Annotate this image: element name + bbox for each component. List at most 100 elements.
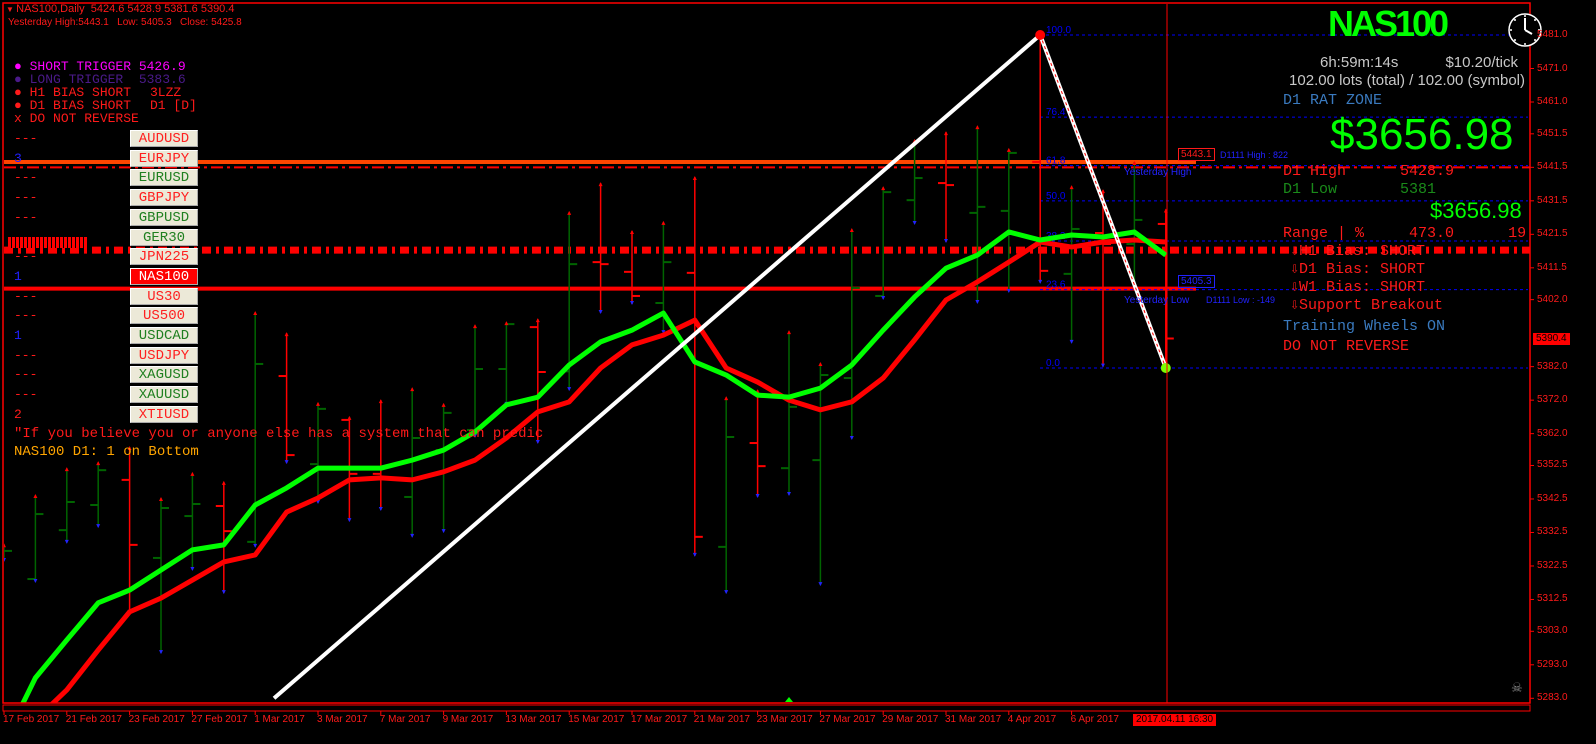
d1-bias: ● D1 BIAS SHORT	[14, 98, 132, 113]
symbol-button-audusd[interactable]: AUDUSD	[130, 130, 198, 147]
dropdown-arrow-icon[interactable]: ▼	[6, 5, 17, 14]
low-marker	[535, 440, 540, 445]
subwindow-frame	[2, 704, 1531, 712]
y-tick-label: 5322.5	[1537, 559, 1568, 571]
h1-bias-panel: ⇩H1 Bias: SHORT	[1290, 243, 1425, 260]
current-price-tag: 5390.4	[1533, 332, 1570, 345]
symbol-button-us30[interactable]: US30	[130, 287, 198, 305]
row-signal: ---	[14, 209, 38, 225]
fib-level-label: 23.6	[1046, 280, 1066, 291]
breakout-text: Support Breakout	[1299, 297, 1444, 314]
low-marker	[1069, 339, 1074, 344]
row-signal: 3	[14, 150, 22, 166]
lots-summary: 102.00 lots (total) / 102.00 (symbol)	[1289, 72, 1525, 89]
long-trigger-text: LONG TRIGGER 5383.6	[29, 72, 186, 87]
d1-high-info: D1111 High : 822	[1220, 150, 1289, 160]
low-marker	[1101, 363, 1105, 368]
low-marker	[692, 552, 697, 557]
high-marker	[159, 496, 163, 501]
yesterday-high-label: Yesterday High	[1124, 167, 1192, 178]
symbol-button-gbpusd[interactable]: GBPUSD	[130, 208, 198, 226]
symbol-button-eurusd[interactable]: EURUSD	[130, 169, 198, 187]
row-signal: 1	[14, 268, 22, 284]
y-tick-label: 5451.5	[1537, 127, 1568, 139]
d1-high-label: D1 High	[1283, 163, 1347, 180]
symbol-button-xtiusd[interactable]: XTIUSD	[130, 405, 198, 423]
long-trigger: ● LONG TRIGGER 5383.6	[14, 72, 186, 87]
symbol-button-nas100[interactable]: NAS100	[130, 267, 198, 285]
high-marker	[473, 324, 477, 329]
high-marker	[33, 493, 38, 498]
y-tick-label: 5293.0	[1537, 658, 1568, 670]
fib-level-label: 50.0	[1046, 191, 1066, 202]
high-marker	[598, 182, 603, 187]
low-marker	[630, 301, 634, 306]
high-marker	[661, 220, 666, 225]
high-marker	[1069, 185, 1074, 190]
low-marker	[1038, 279, 1043, 284]
low-marker	[347, 518, 352, 523]
high-marker	[1006, 147, 1011, 152]
symbol-button-eurjpy[interactable]: EURJPY	[130, 149, 198, 167]
symbol-button-jpn225[interactable]: JPN225	[130, 248, 198, 266]
symbol-button-xauusd[interactable]: XAUUSD	[130, 386, 198, 404]
symbol-button-us500[interactable]: US500	[130, 307, 198, 325]
fib-level-label: 61.8	[1046, 156, 1066, 167]
low-marker	[64, 539, 69, 544]
arrow-down-icon: ⇩	[1290, 279, 1300, 296]
y-tick-label: 5441.5	[1537, 161, 1568, 173]
low-marker	[221, 590, 226, 595]
y-tick-label: 5382.0	[1537, 360, 1568, 372]
range-value: 473.0	[1409, 225, 1455, 242]
x-tick-label: 17 Feb 2017	[3, 714, 60, 725]
yesterday-low-label: Yesterday Low	[1124, 295, 1190, 306]
low-marker	[441, 529, 446, 534]
fib-level-label: 76.4	[1046, 107, 1066, 118]
current-time-tag: 2017.04.11 16:30	[1133, 714, 1217, 726]
symbol-button-gbpjpy[interactable]: GBPJPY	[130, 189, 198, 207]
trend-start-point	[1035, 30, 1046, 40]
symbol-logo: NAS100	[1328, 3, 1449, 44]
row-signal: ---	[14, 308, 38, 324]
overlap-label-2: D1 [D]	[150, 98, 197, 113]
symbol-button-usdcad[interactable]: USDCAD	[130, 327, 198, 344]
row-signal: ---	[14, 249, 38, 265]
do-not-reverse: x DO NOT REVERSE	[14, 111, 139, 126]
h1-bias-text: H1 BIAS SHORT	[29, 85, 132, 100]
rat-zone: D1 RAT ZONE	[1283, 92, 1383, 109]
d1-low-label: D1 Low	[1283, 181, 1338, 198]
row-signal: ---	[14, 170, 38, 186]
symbol-button-xagusd[interactable]: XAGUSD	[130, 366, 198, 384]
x-tick-label: 6 Apr 2017	[1070, 714, 1119, 725]
y-tick-label: 5421.5	[1537, 228, 1568, 240]
short-trigger-text: SHORT TRIGGER 5426.9	[29, 59, 186, 74]
x-tick-label: 23 Feb 2017	[128, 714, 185, 725]
symbol-button-ger30[interactable]: GER30	[130, 228, 198, 246]
low-marker	[975, 300, 980, 304]
row-signal: ---	[14, 190, 38, 206]
training-wheels: Training Wheels ON	[1283, 318, 1446, 335]
fast-ma-line	[20, 229, 1168, 703]
high-marker	[347, 415, 352, 420]
y-tick-label: 5402.0	[1537, 293, 1568, 305]
low-marker	[787, 491, 791, 496]
h1-bias-panel-text: H1 Bias: SHORT	[1299, 243, 1426, 260]
skull-icon: ☠	[1511, 680, 1523, 695]
profit-small: $3656.98	[1430, 198, 1522, 223]
yesterday-high-price-tag: 5443.1	[1178, 148, 1215, 161]
row-signal: ---	[14, 131, 38, 146]
row-signal: 1	[14, 328, 22, 343]
low-marker	[284, 460, 289, 465]
symbol-button-usdjpy[interactable]: USDJPY	[130, 346, 198, 364]
y-tick-label: 5342.5	[1537, 492, 1568, 504]
x-tick-label: 27 Mar 2017	[819, 714, 876, 725]
x-tick-label: 17 Mar 2017	[631, 714, 688, 725]
h1-bias: ● H1 BIAS SHORT	[14, 85, 132, 100]
low-marker	[159, 650, 163, 655]
d1-low-value: 5381	[1400, 181, 1437, 198]
breakout-panel: ⇩Support Breakout	[1290, 297, 1443, 314]
d1-high-value: 5428.9	[1400, 163, 1455, 180]
trend-end-point	[1160, 362, 1171, 373]
low-marker	[378, 507, 383, 512]
